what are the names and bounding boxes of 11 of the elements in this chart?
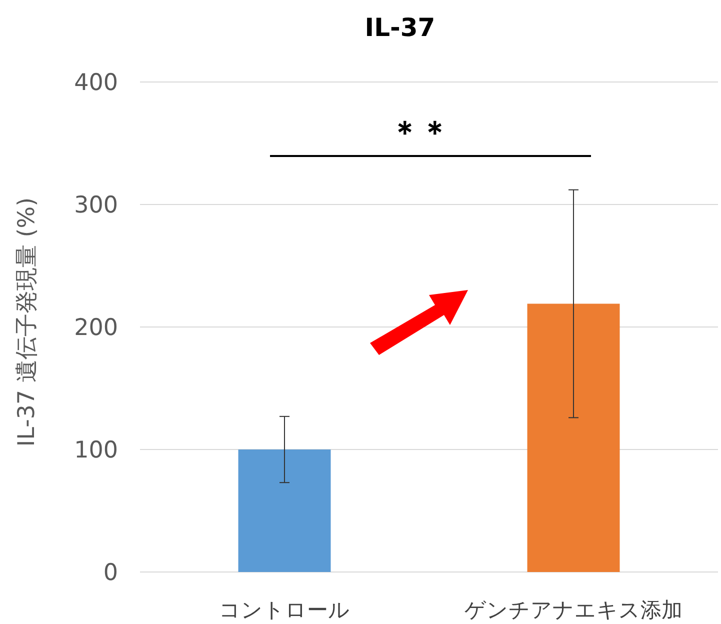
significance-bracket: ＊＊ — [270, 115, 591, 157]
x-tick-label: ゲンチアナエキス添加 — [464, 598, 682, 622]
y-tick-label: 0 — [103, 560, 118, 586]
y-tick-label: 400 — [74, 70, 118, 96]
annotation: ＊＊ — [390, 115, 450, 150]
y-tick-label: 200 — [74, 315, 118, 341]
chart-title: IL-37 — [364, 13, 436, 42]
y-axis-title: IL-37 遺伝子発現量 (%) — [14, 197, 40, 447]
x-tick-label: コントロール — [219, 598, 350, 622]
y-tick-label: 100 — [74, 438, 118, 464]
y-tick-label: 300 — [74, 192, 118, 218]
